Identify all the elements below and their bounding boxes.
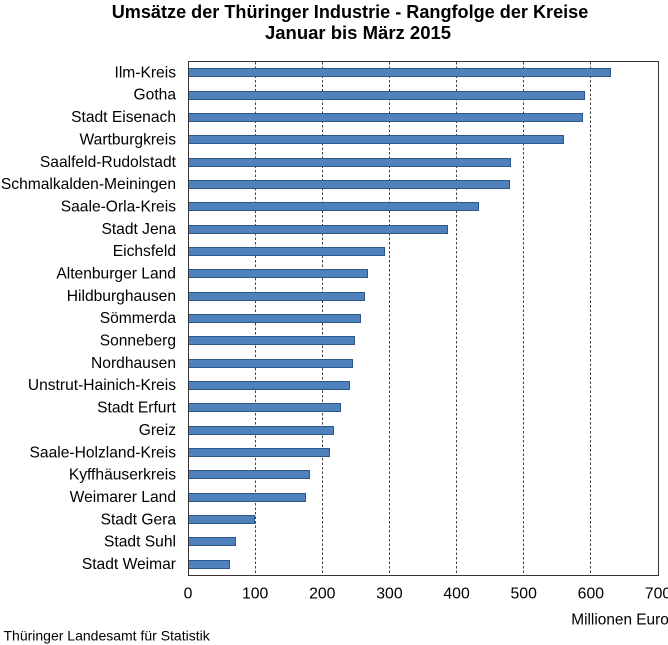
svg-text:Hildburghausen: Hildburghausen	[67, 288, 176, 305]
svg-text:Eichsfeld: Eichsfeld	[113, 243, 176, 260]
svg-text:Wartburgkreis: Wartburgkreis	[80, 131, 177, 148]
svg-text:Saale-Orla-Kreis: Saale-Orla-Kreis	[61, 198, 176, 215]
svg-text:200: 200	[309, 586, 336, 603]
svg-text:Umsätze der Thüringer Industri: Umsätze der Thüringer Industrie - Rangfo…	[112, 2, 589, 22]
svg-text:500: 500	[511, 586, 538, 603]
svg-text:Kyffhäuserkreis: Kyffhäuserkreis	[69, 467, 176, 484]
svg-text:0: 0	[184, 586, 193, 603]
svg-text:Saalfeld-Rudolstadt: Saalfeld-Rudolstadt	[40, 154, 177, 171]
svg-text:Greiz: Greiz	[139, 422, 176, 439]
svg-text:Ilm-Kreis: Ilm-Kreis	[114, 64, 176, 81]
svg-text:600: 600	[578, 586, 605, 603]
svg-text:Sömmerda: Sömmerda	[100, 310, 177, 327]
svg-text:Stadt Jena: Stadt Jena	[101, 221, 176, 238]
svg-text:100: 100	[242, 586, 269, 603]
svg-text:Millionen Euro: Millionen Euro	[571, 611, 668, 628]
svg-text:Stadt Eisenach: Stadt Eisenach	[71, 109, 176, 126]
svg-text:Thüringer Landesamt für Statis: Thüringer Landesamt für Statistik	[4, 628, 211, 644]
svg-text:Stadt Weimar: Stadt Weimar	[82, 556, 176, 573]
svg-text:Stadt Erfurt: Stadt Erfurt	[97, 400, 177, 417]
svg-text:Saale-Holzland-Kreis: Saale-Holzland-Kreis	[30, 444, 177, 461]
svg-text:Schmalkalden-Meiningen: Schmalkalden-Meiningen	[1, 176, 176, 193]
svg-text:Januar bis März 2015: Januar bis März 2015	[265, 22, 451, 43]
svg-text:400: 400	[443, 586, 470, 603]
svg-text:300: 300	[376, 586, 403, 603]
svg-text:Gotha: Gotha	[134, 87, 177, 104]
svg-text:Weimarer Land: Weimarer Land	[70, 489, 176, 506]
svg-text:Stadt Gera: Stadt Gera	[101, 511, 177, 528]
svg-text:Stadt Suhl: Stadt Suhl	[104, 534, 176, 551]
svg-text:Nordhausen: Nordhausen	[91, 355, 176, 372]
svg-text:700: 700	[645, 586, 668, 603]
svg-text:Sonneberg: Sonneberg	[100, 333, 176, 350]
svg-text:Altenburger Land: Altenburger Land	[56, 266, 176, 283]
svg-text:Unstrut-Hainich-Kreis: Unstrut-Hainich-Kreis	[28, 377, 176, 394]
